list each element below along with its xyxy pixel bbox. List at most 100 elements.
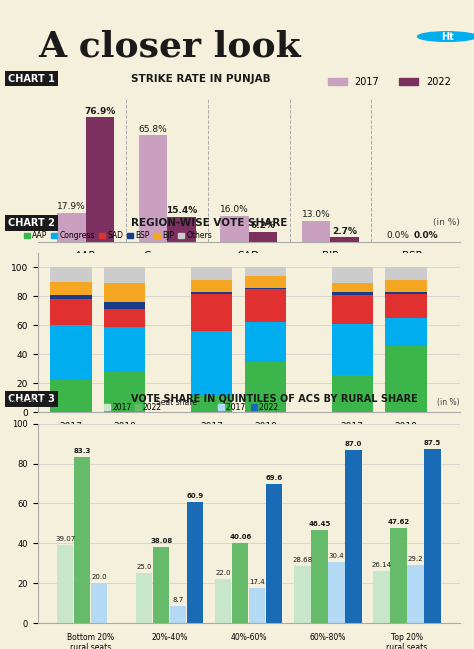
Text: STRIKE RATE IN PUNJAB: STRIKE RATE IN PUNJAB xyxy=(131,73,270,84)
Bar xyxy=(191,395,232,412)
Bar xyxy=(332,295,373,324)
Text: CHART 3: CHART 3 xyxy=(9,394,55,404)
Bar xyxy=(332,292,373,295)
Bar xyxy=(249,232,277,241)
Text: 39.07: 39.07 xyxy=(55,536,75,542)
Bar xyxy=(50,380,91,412)
Text: 87.5: 87.5 xyxy=(424,439,441,446)
Bar xyxy=(245,323,286,361)
Bar xyxy=(245,361,286,412)
Text: 13.0%: 13.0% xyxy=(302,210,330,219)
Bar xyxy=(266,484,283,623)
Bar xyxy=(385,346,427,412)
Text: (in %): (in %) xyxy=(437,398,460,407)
Bar xyxy=(170,606,186,623)
Bar xyxy=(191,331,232,395)
Text: 65.8%: 65.8% xyxy=(138,125,167,134)
Bar xyxy=(91,583,107,623)
Text: 28.68: 28.68 xyxy=(292,557,312,563)
Bar xyxy=(332,284,373,292)
Bar xyxy=(245,276,286,288)
Bar xyxy=(249,589,265,623)
Bar xyxy=(346,450,362,623)
Bar xyxy=(57,213,86,241)
Bar xyxy=(139,135,167,241)
Bar xyxy=(104,310,146,327)
Bar xyxy=(408,565,424,623)
Text: 47.62: 47.62 xyxy=(387,519,410,525)
Text: 17.4: 17.4 xyxy=(249,580,265,585)
Text: 22.0: 22.0 xyxy=(216,570,231,576)
Bar xyxy=(328,563,345,623)
Bar xyxy=(50,267,91,282)
Bar xyxy=(385,292,427,293)
Text: Ht: Ht xyxy=(441,32,454,42)
Bar xyxy=(86,117,114,241)
Bar xyxy=(191,292,232,293)
Bar xyxy=(153,547,169,623)
Bar xyxy=(50,295,91,299)
Bar xyxy=(50,299,91,325)
Bar xyxy=(57,545,73,623)
Text: 60.9: 60.9 xyxy=(187,493,204,498)
Bar xyxy=(424,448,441,623)
Bar xyxy=(332,374,373,412)
Bar xyxy=(167,217,196,241)
Text: 8.7: 8.7 xyxy=(173,596,184,603)
Text: 6.2%: 6.2% xyxy=(251,221,275,230)
Text: A closer look: A closer look xyxy=(38,30,301,64)
Bar xyxy=(104,302,146,310)
Bar xyxy=(385,293,427,318)
Text: Majha: Majha xyxy=(219,435,257,446)
Bar xyxy=(74,457,90,623)
Bar xyxy=(191,267,232,280)
Text: 83.3: 83.3 xyxy=(73,448,91,454)
Text: 46.45: 46.45 xyxy=(308,522,330,528)
Bar xyxy=(385,267,427,280)
Bar xyxy=(215,579,231,623)
Legend: AAP, Congress, SAD, BSP, BJP, Others: AAP, Congress, SAD, BSP, BJP, Others xyxy=(21,228,215,243)
Text: Doaba: Doaba xyxy=(78,435,118,446)
Text: 76.9%: 76.9% xyxy=(84,107,116,116)
Bar xyxy=(391,528,407,623)
Text: REGION-WISE VOTE SHARE: REGION-WISE VOTE SHARE xyxy=(131,218,287,228)
Bar xyxy=(104,372,146,412)
Bar xyxy=(245,267,286,276)
Bar xyxy=(294,566,310,623)
Text: Malwa: Malwa xyxy=(359,435,399,446)
Text: Seat share: Seat share xyxy=(156,398,197,407)
Legend: 2017, 2022: 2017, 2022 xyxy=(324,73,455,90)
Bar xyxy=(187,502,203,623)
Text: 30.4: 30.4 xyxy=(328,554,344,559)
Text: 20.0: 20.0 xyxy=(91,574,107,580)
Bar xyxy=(332,324,373,374)
Bar xyxy=(220,215,249,241)
Bar xyxy=(104,267,146,284)
Bar xyxy=(385,318,427,346)
Bar xyxy=(191,280,232,292)
Bar xyxy=(104,284,146,302)
Text: 29.2: 29.2 xyxy=(408,556,423,562)
Bar xyxy=(332,267,373,284)
Legend: 2017 , 2022 : 2017 , 2022 xyxy=(215,400,284,415)
Text: 69.6: 69.6 xyxy=(266,475,283,482)
Bar xyxy=(50,325,91,380)
Text: VOTE SHARE IN QUINTILES OF ACS BY RURAL SHARE: VOTE SHARE IN QUINTILES OF ACS BY RURAL … xyxy=(131,394,418,404)
Bar xyxy=(50,282,91,295)
Bar xyxy=(104,327,146,372)
Bar xyxy=(136,573,152,623)
Text: 0.0%: 0.0% xyxy=(386,230,409,239)
Text: 87.0: 87.0 xyxy=(345,441,362,447)
Text: 38.08: 38.08 xyxy=(150,538,173,544)
Text: CHART 2: CHART 2 xyxy=(9,218,55,228)
Bar xyxy=(385,280,427,292)
Text: 26.14: 26.14 xyxy=(372,562,392,568)
Bar xyxy=(245,288,286,289)
Text: Vote share: Vote share xyxy=(9,398,49,407)
Text: (in %): (in %) xyxy=(433,218,460,227)
Text: 0.0%: 0.0% xyxy=(414,230,438,239)
Bar xyxy=(374,571,390,623)
Bar xyxy=(302,221,330,241)
Bar xyxy=(311,530,328,623)
Text: 16.0%: 16.0% xyxy=(220,205,249,214)
